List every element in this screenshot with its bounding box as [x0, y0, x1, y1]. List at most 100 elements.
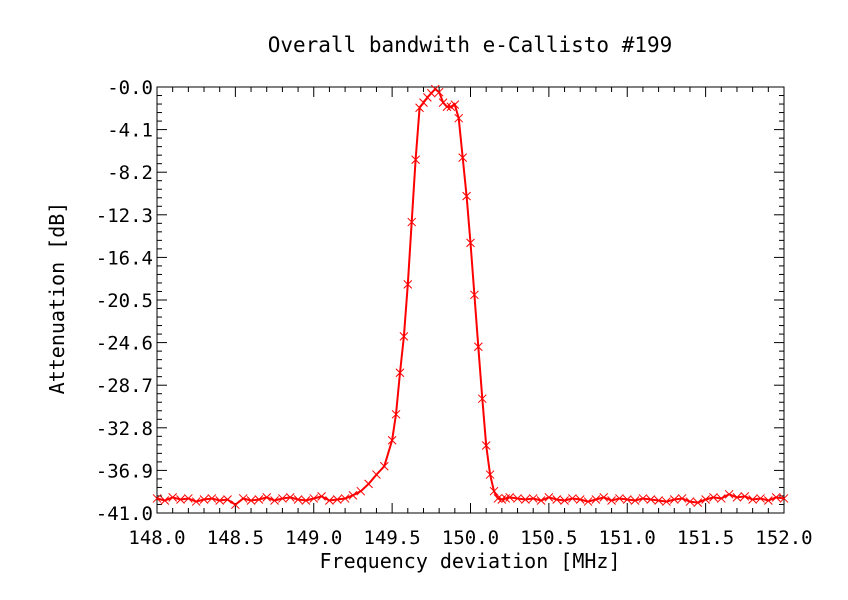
y-tick-label: -16.4 — [96, 247, 153, 269]
x-tick-label: 148.5 — [207, 527, 264, 549]
data-point — [716, 494, 726, 503]
data-point — [399, 332, 409, 341]
data-point — [552, 495, 562, 504]
data-point — [462, 191, 471, 201]
data-point — [521, 495, 530, 504]
data-point — [458, 153, 468, 163]
data-point — [536, 496, 546, 505]
data-point — [387, 435, 397, 445]
data-point — [270, 496, 279, 505]
y-tick-label: -20.5 — [96, 290, 153, 312]
data-point — [348, 490, 358, 500]
data-point — [638, 494, 648, 503]
plot-frame — [156, 86, 785, 514]
data-point — [415, 103, 424, 113]
data-point — [454, 113, 464, 123]
data-point — [470, 290, 479, 300]
data-point — [485, 470, 495, 479]
y-tick-label: -28.7 — [96, 375, 153, 397]
data-point — [176, 495, 185, 504]
data-point — [481, 441, 491, 450]
data-point — [364, 479, 373, 489]
data-point — [654, 496, 663, 505]
data-point — [168, 493, 178, 502]
y-axis-label: Attenuation [dB] — [45, 202, 69, 395]
x-tick-label: 149.5 — [364, 527, 421, 549]
data-point — [662, 497, 671, 506]
y-tick-label: -24.6 — [96, 333, 153, 355]
data-point — [285, 493, 295, 502]
data-point — [183, 494, 193, 503]
data-point — [466, 238, 475, 248]
x-axis-ticks: 148.0 148.5 149.0 149.5 150.0 150.5 151.0 151.5… — [128, 87, 813, 549]
data-point — [379, 461, 389, 471]
series-line — [156, 87, 785, 506]
data-point — [583, 497, 593, 506]
x-tick-label: 150.5 — [520, 527, 577, 549]
data-point — [591, 495, 601, 504]
y-tick-label: -32.8 — [96, 418, 153, 440]
data-point — [575, 495, 585, 504]
x-tick-label: 148.0 — [128, 527, 185, 549]
data-point — [489, 486, 499, 496]
data-point — [477, 394, 487, 404]
data-point — [391, 409, 401, 419]
data-point — [748, 495, 758, 504]
series-layer — [152, 84, 789, 510]
data-point — [215, 496, 225, 505]
y-tick-label: -0.0 — [107, 77, 153, 99]
data-point — [599, 493, 609, 502]
data-point — [442, 102, 452, 112]
data-point — [309, 494, 319, 503]
y-tick-label: -12.3 — [96, 205, 153, 227]
data-point — [293, 495, 303, 504]
data-point — [434, 87, 444, 97]
data-point — [199, 495, 209, 504]
data-point — [740, 492, 750, 501]
chart-title: Overall bandwith e-Callisto #199 — [268, 33, 673, 57]
x-tick-label: 149.0 — [285, 527, 342, 549]
data-point — [231, 500, 240, 510]
data-point — [709, 493, 718, 502]
x-tick-label: 151.5 — [677, 527, 734, 549]
y-tick-label: -41.0 — [96, 503, 153, 525]
data-point — [223, 495, 232, 504]
data-point — [630, 496, 640, 505]
data-point — [622, 495, 632, 504]
data-point — [544, 493, 554, 502]
data-point — [693, 498, 703, 507]
x-tick-label: 151.0 — [599, 527, 656, 549]
data-point — [356, 486, 366, 496]
y-tick-label: -8.2 — [107, 162, 153, 184]
y-tick-label: -36.9 — [96, 460, 153, 482]
data-point — [473, 342, 483, 352]
data-point — [160, 496, 170, 505]
data-point — [407, 217, 417, 227]
data-point — [685, 497, 695, 506]
data-point — [528, 494, 538, 503]
data-point — [152, 494, 162, 503]
data-point — [191, 497, 201, 506]
data-point — [395, 368, 405, 378]
x-tick-label: 152.0 — [755, 527, 812, 549]
data-point — [262, 493, 272, 502]
data-point — [411, 155, 420, 165]
data-point — [779, 494, 789, 503]
data-point — [607, 496, 616, 505]
data-point — [756, 494, 765, 503]
data-point — [646, 495, 656, 504]
data-point — [207, 494, 217, 503]
data-point — [732, 493, 742, 502]
data-point — [669, 495, 679, 504]
data-point — [677, 494, 687, 503]
data-point — [771, 493, 781, 502]
data-point — [254, 495, 264, 504]
data-point — [340, 494, 350, 503]
data-point — [238, 494, 248, 503]
data-point — [419, 98, 428, 107]
data-point — [278, 494, 287, 503]
data-point — [513, 494, 522, 503]
data-point — [450, 100, 460, 110]
data-point — [505, 493, 515, 502]
